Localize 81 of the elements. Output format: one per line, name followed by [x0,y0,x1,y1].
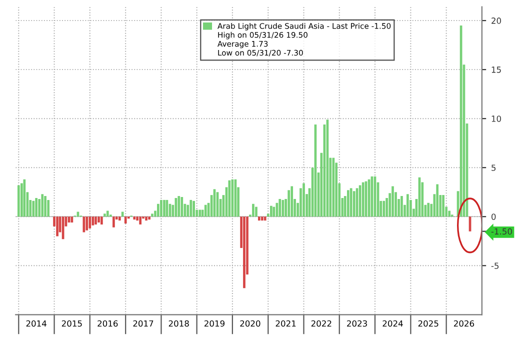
y-tick-label: 20 [492,18,502,24]
bar [258,216,260,221]
x-tick-label: 2019 [204,320,224,327]
x-tick-label: 2025 [418,320,438,327]
bar [290,186,294,217]
x-tick-label: 2020 [240,320,260,327]
bar [47,200,50,217]
bar [192,200,195,217]
bar [350,188,352,217]
x-tick-label: 2026 [454,320,474,327]
bar [106,210,109,217]
x-tick-label: 2021 [276,320,296,327]
bar [88,216,92,228]
x-tick-label: 2014 [26,320,46,327]
bar [270,206,272,217]
bar [104,214,106,217]
bar [392,186,394,217]
x-tick-label: 2022 [311,320,332,327]
bar [255,206,258,217]
bar [139,216,142,224]
bar [204,204,207,217]
bar [151,214,154,217]
bar [252,204,254,217]
bar [180,197,184,217]
bar [264,216,266,221]
y-tick-label: 15 [492,66,501,73]
bar [118,216,121,221]
bar [400,196,403,217]
x-tick-label: 2015 [62,320,82,327]
bar [382,200,386,217]
bar [362,182,364,217]
bar [56,216,58,236]
y-tick-label: 5 [492,164,496,171]
bar [352,191,356,217]
bar [20,183,23,217]
y-tick-label: 0 [492,214,496,220]
bar [23,179,26,217]
bar [148,216,150,220]
x-tick-label: 2016 [98,320,118,327]
bar [133,216,136,220]
bar [436,184,439,217]
bar [261,216,264,221]
bar [406,194,409,217]
bar [442,195,444,217]
bar [92,216,94,226]
x-tick-label: 2018 [168,320,189,327]
bar [86,216,88,230]
x-tick-label: 2023 [347,320,367,327]
bar [190,200,192,217]
x-tick-label: 2024 [382,320,403,327]
bar [157,204,160,217]
bar [228,180,231,217]
bar [145,216,148,221]
bar [278,198,282,217]
bar [272,206,276,217]
bar [302,183,305,217]
bar [163,200,166,217]
bar [178,196,180,217]
bar [98,216,100,222]
bar [288,190,290,217]
bar [136,216,138,221]
bar [112,216,115,228]
bar [100,216,103,224]
bar [160,200,162,217]
bar [346,190,350,217]
bar [44,196,46,217]
bar [448,210,451,217]
bar [41,194,44,217]
bar [35,198,38,217]
y-tick-label: -1.50 [491,228,512,235]
y-tick-label: -5 [491,262,499,269]
bar [198,210,202,217]
bar [243,216,246,288]
bar [124,216,127,224]
bar [282,200,284,217]
bar [427,202,430,217]
bar [94,216,97,224]
bar [17,185,20,217]
bar [32,200,35,217]
y-tick-label: 10 [492,116,502,122]
x-tick-label: 2017 [133,320,154,327]
